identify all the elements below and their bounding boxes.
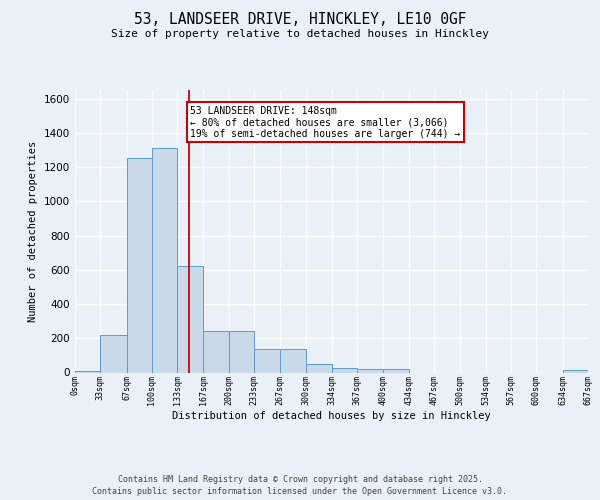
Y-axis label: Number of detached properties: Number of detached properties	[28, 140, 38, 322]
X-axis label: Distribution of detached houses by size in Hinckley: Distribution of detached houses by size …	[172, 411, 491, 421]
Bar	[357, 369, 383, 372]
Text: Contains HM Land Registry data © Crown copyright and database right 2025.: Contains HM Land Registry data © Crown c…	[118, 476, 482, 484]
Bar	[306, 364, 332, 372]
Bar	[280, 348, 306, 372]
Bar	[177, 266, 203, 372]
Bar	[127, 158, 152, 372]
Text: 53, LANDSEER DRIVE, HINCKLEY, LE10 0GF: 53, LANDSEER DRIVE, HINCKLEY, LE10 0GF	[134, 12, 466, 28]
Bar	[152, 148, 177, 372]
Text: Size of property relative to detached houses in Hinckley: Size of property relative to detached ho…	[111, 29, 489, 39]
Bar	[383, 369, 409, 372]
Bar	[254, 348, 280, 372]
Bar	[100, 335, 127, 372]
Bar	[332, 368, 357, 372]
Bar	[203, 332, 229, 372]
Bar	[229, 332, 254, 372]
Text: Contains public sector information licensed under the Open Government Licence v3: Contains public sector information licen…	[92, 486, 508, 496]
Text: 53 LANDSEER DRIVE: 148sqm
← 80% of detached houses are smaller (3,066)
19% of se: 53 LANDSEER DRIVE: 148sqm ← 80% of detac…	[190, 106, 461, 138]
Bar	[563, 370, 588, 372]
Bar	[75, 371, 100, 372]
